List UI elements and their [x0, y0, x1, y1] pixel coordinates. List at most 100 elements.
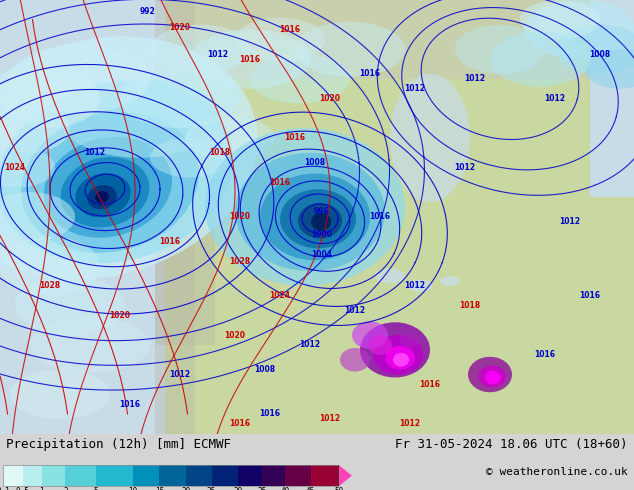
Ellipse shape	[468, 357, 512, 392]
Bar	[311, 465, 339, 486]
Bar	[42, 465, 65, 486]
Ellipse shape	[0, 81, 233, 264]
Ellipse shape	[30, 318, 150, 372]
Ellipse shape	[298, 203, 342, 239]
Text: © weatheronline.co.uk: © weatheronline.co.uk	[486, 467, 628, 477]
Ellipse shape	[400, 332, 420, 348]
Ellipse shape	[525, 0, 634, 59]
Text: 1020: 1020	[230, 212, 250, 221]
Ellipse shape	[190, 29, 310, 89]
Ellipse shape	[0, 36, 257, 279]
Text: 1012: 1012	[465, 74, 486, 83]
Text: 0.1: 0.1	[0, 487, 10, 490]
Ellipse shape	[360, 322, 430, 377]
Text: 996: 996	[314, 207, 330, 217]
Text: 1012: 1012	[169, 370, 190, 379]
Ellipse shape	[0, 148, 55, 187]
Text: 40: 40	[281, 487, 290, 490]
Bar	[0, 0, 165, 434]
Ellipse shape	[205, 128, 405, 286]
Bar	[285, 465, 311, 486]
Ellipse shape	[120, 69, 240, 128]
Bar	[159, 465, 186, 486]
Ellipse shape	[455, 24, 545, 74]
Text: 1012: 1012	[545, 94, 566, 103]
Text: 10: 10	[128, 487, 137, 490]
Ellipse shape	[408, 280, 432, 292]
Text: 5: 5	[93, 487, 98, 490]
Ellipse shape	[21, 112, 199, 253]
Text: 50: 50	[335, 487, 344, 490]
Text: 1020: 1020	[320, 94, 340, 103]
Ellipse shape	[60, 79, 220, 158]
Bar	[3, 465, 23, 486]
Ellipse shape	[10, 45, 150, 113]
Text: 1016: 1016	[119, 399, 141, 409]
Ellipse shape	[555, 24, 634, 74]
Ellipse shape	[15, 276, 125, 335]
Ellipse shape	[311, 213, 331, 231]
Ellipse shape	[75, 173, 131, 217]
Bar	[155, 0, 634, 434]
Bar	[3, 465, 339, 486]
Bar	[238, 465, 262, 486]
Bar	[23, 465, 42, 486]
Text: 1016: 1016	[259, 410, 280, 418]
Ellipse shape	[485, 370, 501, 384]
Ellipse shape	[0, 103, 70, 153]
Text: 992: 992	[140, 7, 156, 16]
Text: 1008: 1008	[254, 365, 276, 374]
Text: 1012: 1012	[404, 281, 425, 290]
Ellipse shape	[440, 276, 460, 286]
Ellipse shape	[352, 321, 388, 349]
Text: 1024: 1024	[269, 291, 290, 300]
Ellipse shape	[260, 173, 370, 260]
Ellipse shape	[373, 335, 423, 374]
Text: 1016: 1016	[420, 380, 441, 389]
Text: 1024: 1024	[4, 163, 25, 172]
Ellipse shape	[393, 353, 409, 367]
Bar	[96, 465, 133, 486]
Text: 1: 1	[39, 487, 44, 490]
Text: 25: 25	[207, 487, 216, 490]
Text: 1016: 1016	[280, 25, 301, 34]
Text: 0.5: 0.5	[16, 487, 30, 490]
Text: 1012: 1012	[399, 419, 420, 428]
Text: 1004: 1004	[311, 250, 332, 259]
Bar	[155, 148, 215, 345]
Text: 20: 20	[182, 487, 191, 490]
Text: 1012: 1012	[559, 217, 581, 226]
Text: Precipitation (12h) [mm] ECMWF: Precipitation (12h) [mm] ECMWF	[6, 438, 231, 451]
Ellipse shape	[235, 153, 385, 271]
Bar	[212, 465, 238, 486]
Text: 2: 2	[63, 487, 68, 490]
Ellipse shape	[0, 69, 100, 128]
Ellipse shape	[390, 74, 470, 202]
Text: 35: 35	[257, 487, 266, 490]
Ellipse shape	[368, 335, 392, 355]
Text: 1012: 1012	[84, 148, 105, 157]
Ellipse shape	[250, 54, 350, 103]
Ellipse shape	[10, 369, 110, 419]
Ellipse shape	[44, 137, 172, 238]
Text: 1008: 1008	[590, 49, 611, 59]
Text: 45: 45	[306, 487, 315, 490]
Text: 1028: 1028	[39, 281, 61, 290]
Ellipse shape	[585, 49, 634, 89]
Bar	[262, 465, 285, 486]
Text: 1018: 1018	[460, 301, 481, 310]
Ellipse shape	[185, 116, 275, 160]
Ellipse shape	[280, 189, 356, 248]
Text: 1016: 1016	[240, 54, 261, 64]
Text: 1028: 1028	[230, 257, 250, 266]
Text: Fr 31-05-2024 18.06 UTC (18+60): Fr 31-05-2024 18.06 UTC (18+60)	[395, 438, 628, 451]
Text: 1012: 1012	[404, 84, 425, 93]
Text: 1000: 1000	[311, 230, 332, 239]
Bar	[155, 0, 634, 79]
Text: 1008: 1008	[304, 158, 326, 167]
Text: 1016: 1016	[370, 212, 391, 221]
Ellipse shape	[375, 269, 405, 283]
Text: 1012: 1012	[320, 415, 340, 423]
Ellipse shape	[0, 237, 100, 295]
Text: 1020: 1020	[169, 23, 190, 32]
